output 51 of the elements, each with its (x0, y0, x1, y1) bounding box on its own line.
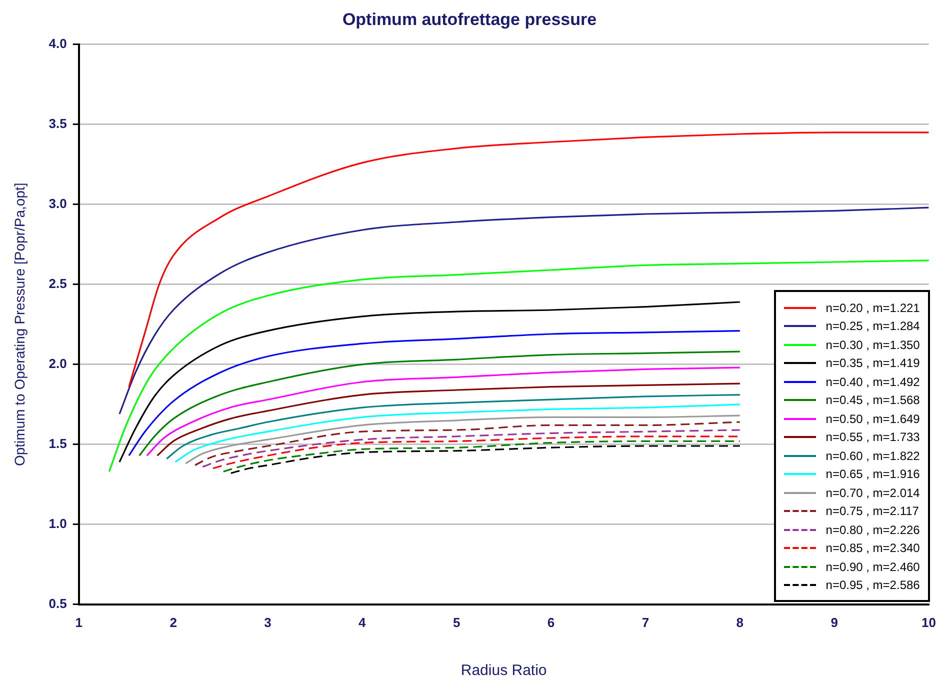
legend-label: n=0.45 , m=1.568 (826, 393, 920, 408)
chart-title: Optimum autofrettage pressure (342, 10, 597, 29)
x-tick-label: 5 (452, 614, 460, 630)
x-tick-label: 8 (736, 614, 744, 630)
legend-label: n=0.35 , m=1.419 (826, 356, 920, 370)
line-series (194, 421, 741, 466)
x-axis-title: Radius Ratio (460, 662, 547, 680)
y-axis-title: Optimum to Operating Pressure [Popr/Pa,opt] (11, 182, 28, 466)
legend-label: n=0.80 , m=2.226 (826, 522, 920, 537)
y-tick-label: 3.0 (48, 196, 67, 211)
legend-label: n=0.60 , m=1.822 (826, 448, 920, 463)
line-series (230, 445, 741, 474)
y-tick-label: 3.5 (48, 116, 67, 131)
y-tick-label: 4.0 (48, 36, 67, 51)
legend-label: n=0.55 , m=1.733 (826, 430, 920, 444)
line-series (128, 330, 741, 456)
legend-label: n=0.70 , m=2.014 (826, 486, 920, 500)
legend-label: n=0.50 , m=1.649 (826, 412, 920, 426)
line-series (118, 301, 741, 463)
line-series (138, 350, 741, 456)
legend-label: n=0.65 , m=1.916 (826, 467, 920, 482)
line-series (128, 132, 929, 388)
legend-label: n=0.40 , m=1.492 (826, 374, 920, 389)
legend-label: n=0.95 , m=2.586 (826, 578, 920, 592)
y-tick-label: 1.0 (48, 516, 67, 531)
line-series (184, 414, 741, 464)
line-series (202, 429, 741, 468)
y-tick-label: 0.5 (48, 596, 67, 611)
line-series (222, 440, 741, 472)
x-tick-label: 9 (830, 614, 838, 630)
line-series (146, 366, 741, 456)
x-tick-label: 7 (642, 614, 650, 630)
line-series (156, 382, 741, 456)
x-tick-label: 6 (547, 614, 555, 630)
x-tick-label: 1 (75, 614, 82, 630)
line-series (166, 394, 741, 460)
x-tick-label: 10 (922, 614, 936, 630)
line-series (174, 404, 741, 463)
legend-label: n=0.75 , m=2.117 (826, 504, 919, 518)
legend-label: n=0.85 , m=2.340 (826, 541, 920, 556)
line-series (118, 206, 929, 415)
legend-label: n=0.20 , m=1.221 (826, 300, 920, 315)
x-tick-label: 3 (264, 614, 272, 630)
legend-label: n=0.90 , m=2.460 (826, 560, 920, 574)
legend-label: n=0.25 , m=1.284 (826, 319, 920, 334)
y-tick-label: 2.0 (48, 356, 67, 371)
x-tick-label: 4 (358, 614, 367, 630)
legend-label: n=0.30 , m=1.350 (826, 338, 920, 352)
y-tick-label: 2.5 (48, 276, 67, 291)
y-tick-label: 1.5 (48, 436, 67, 451)
x-tick-label: 2 (170, 614, 177, 630)
